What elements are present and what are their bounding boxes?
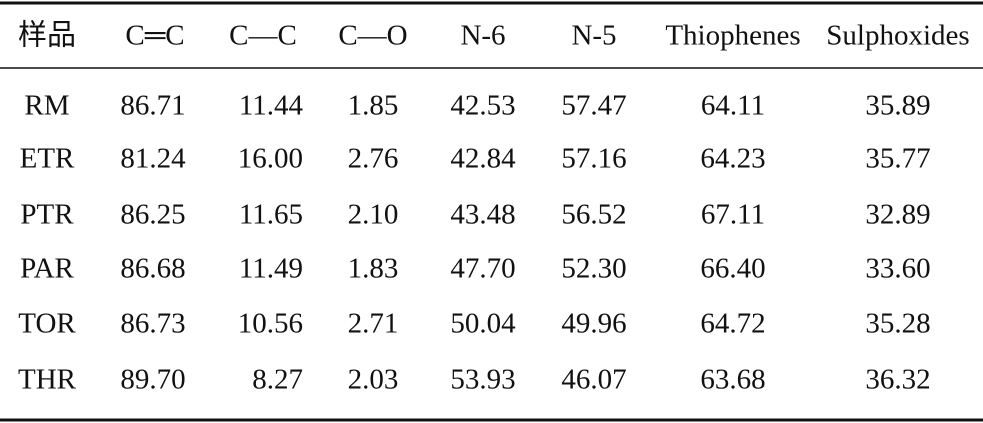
cell: 32.89 xyxy=(865,199,930,231)
cell: 1.85 xyxy=(348,90,399,122)
header-cell: N-5 xyxy=(571,20,616,52)
cell: 35.28 xyxy=(865,308,930,340)
cell: 35.89 xyxy=(865,90,930,122)
cell: 2.03 xyxy=(348,364,399,396)
header-cell: N-6 xyxy=(460,20,505,52)
cell: 53.93 xyxy=(450,364,515,396)
row-label: TOR xyxy=(18,308,76,340)
cell: 63.68 xyxy=(700,364,765,396)
cell: 50.04 xyxy=(450,308,516,340)
cell: 86.71 xyxy=(120,90,185,122)
cell: 47.70 xyxy=(450,253,515,285)
cell: 1.83 xyxy=(348,253,399,285)
row-label: THR xyxy=(18,364,77,396)
cell: 16.00 xyxy=(238,143,303,175)
cell: 36.32 xyxy=(865,364,930,396)
cell: 86.68 xyxy=(120,253,185,285)
cell: 10.56 xyxy=(238,308,303,340)
cell: 67.11 xyxy=(701,199,765,231)
cell: 46.07 xyxy=(561,364,626,396)
cell: 86.25 xyxy=(120,199,185,231)
cell: 11.65 xyxy=(239,199,303,231)
cell: 57.47 xyxy=(561,90,626,122)
cell: 2.10 xyxy=(348,199,399,231)
cell: 33.60 xyxy=(865,253,930,285)
cell: 89.70 xyxy=(120,364,185,396)
row-label: ETR xyxy=(20,143,75,175)
cell: 86.73 xyxy=(120,308,185,340)
cell: 42.53 xyxy=(450,90,515,122)
row-label: PTR xyxy=(20,199,74,231)
cell: 2.76 xyxy=(348,143,399,175)
row-label: PAR xyxy=(20,253,74,285)
cell: 42.84 xyxy=(450,143,516,175)
cell: 2.71 xyxy=(348,308,399,340)
cell: 8.27 xyxy=(252,364,303,396)
cell: 35.77 xyxy=(865,143,930,175)
cell: 57.16 xyxy=(561,143,626,175)
header-cell: C═C xyxy=(125,20,184,52)
cell: 52.30 xyxy=(561,253,626,285)
cell: 64.11 xyxy=(701,90,765,122)
cell: 11.49 xyxy=(239,253,303,285)
header-cell: C—C xyxy=(229,20,297,52)
row-label: RM xyxy=(24,90,69,122)
cell: 49.96 xyxy=(561,308,626,340)
cell: 66.40 xyxy=(700,253,765,285)
cell: 81.24 xyxy=(120,143,186,175)
cell: 11.44 xyxy=(239,90,304,122)
cell: 64.72 xyxy=(700,308,765,340)
header-cell: 样品 xyxy=(18,19,76,52)
header-cell: C—O xyxy=(338,20,407,52)
header-cell: Sulphoxides xyxy=(826,20,969,52)
cell: 43.48 xyxy=(450,199,515,231)
header-cell: Thiophenes xyxy=(665,20,800,52)
cell: 64.23 xyxy=(700,143,765,175)
cell: 56.52 xyxy=(561,199,626,231)
